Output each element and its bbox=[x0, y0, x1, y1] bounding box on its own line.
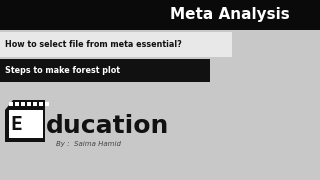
FancyBboxPatch shape bbox=[21, 102, 25, 106]
FancyBboxPatch shape bbox=[5, 100, 45, 142]
FancyBboxPatch shape bbox=[45, 102, 49, 106]
FancyBboxPatch shape bbox=[9, 102, 13, 106]
Text: By :  Saima Hamid: By : Saima Hamid bbox=[56, 141, 121, 147]
FancyBboxPatch shape bbox=[15, 102, 19, 106]
FancyBboxPatch shape bbox=[0, 59, 210, 82]
FancyBboxPatch shape bbox=[39, 102, 43, 106]
FancyBboxPatch shape bbox=[0, 32, 232, 57]
FancyBboxPatch shape bbox=[33, 102, 37, 106]
FancyBboxPatch shape bbox=[27, 102, 31, 106]
Text: ducation: ducation bbox=[46, 114, 169, 138]
Text: Steps to make forest plot: Steps to make forest plot bbox=[5, 66, 120, 75]
FancyBboxPatch shape bbox=[9, 110, 43, 138]
Polygon shape bbox=[5, 100, 13, 110]
Text: How to select file from meta essential?: How to select file from meta essential? bbox=[5, 40, 182, 49]
Text: Meta Analysis: Meta Analysis bbox=[170, 8, 290, 22]
FancyBboxPatch shape bbox=[0, 0, 320, 30]
Text: E: E bbox=[10, 114, 22, 134]
